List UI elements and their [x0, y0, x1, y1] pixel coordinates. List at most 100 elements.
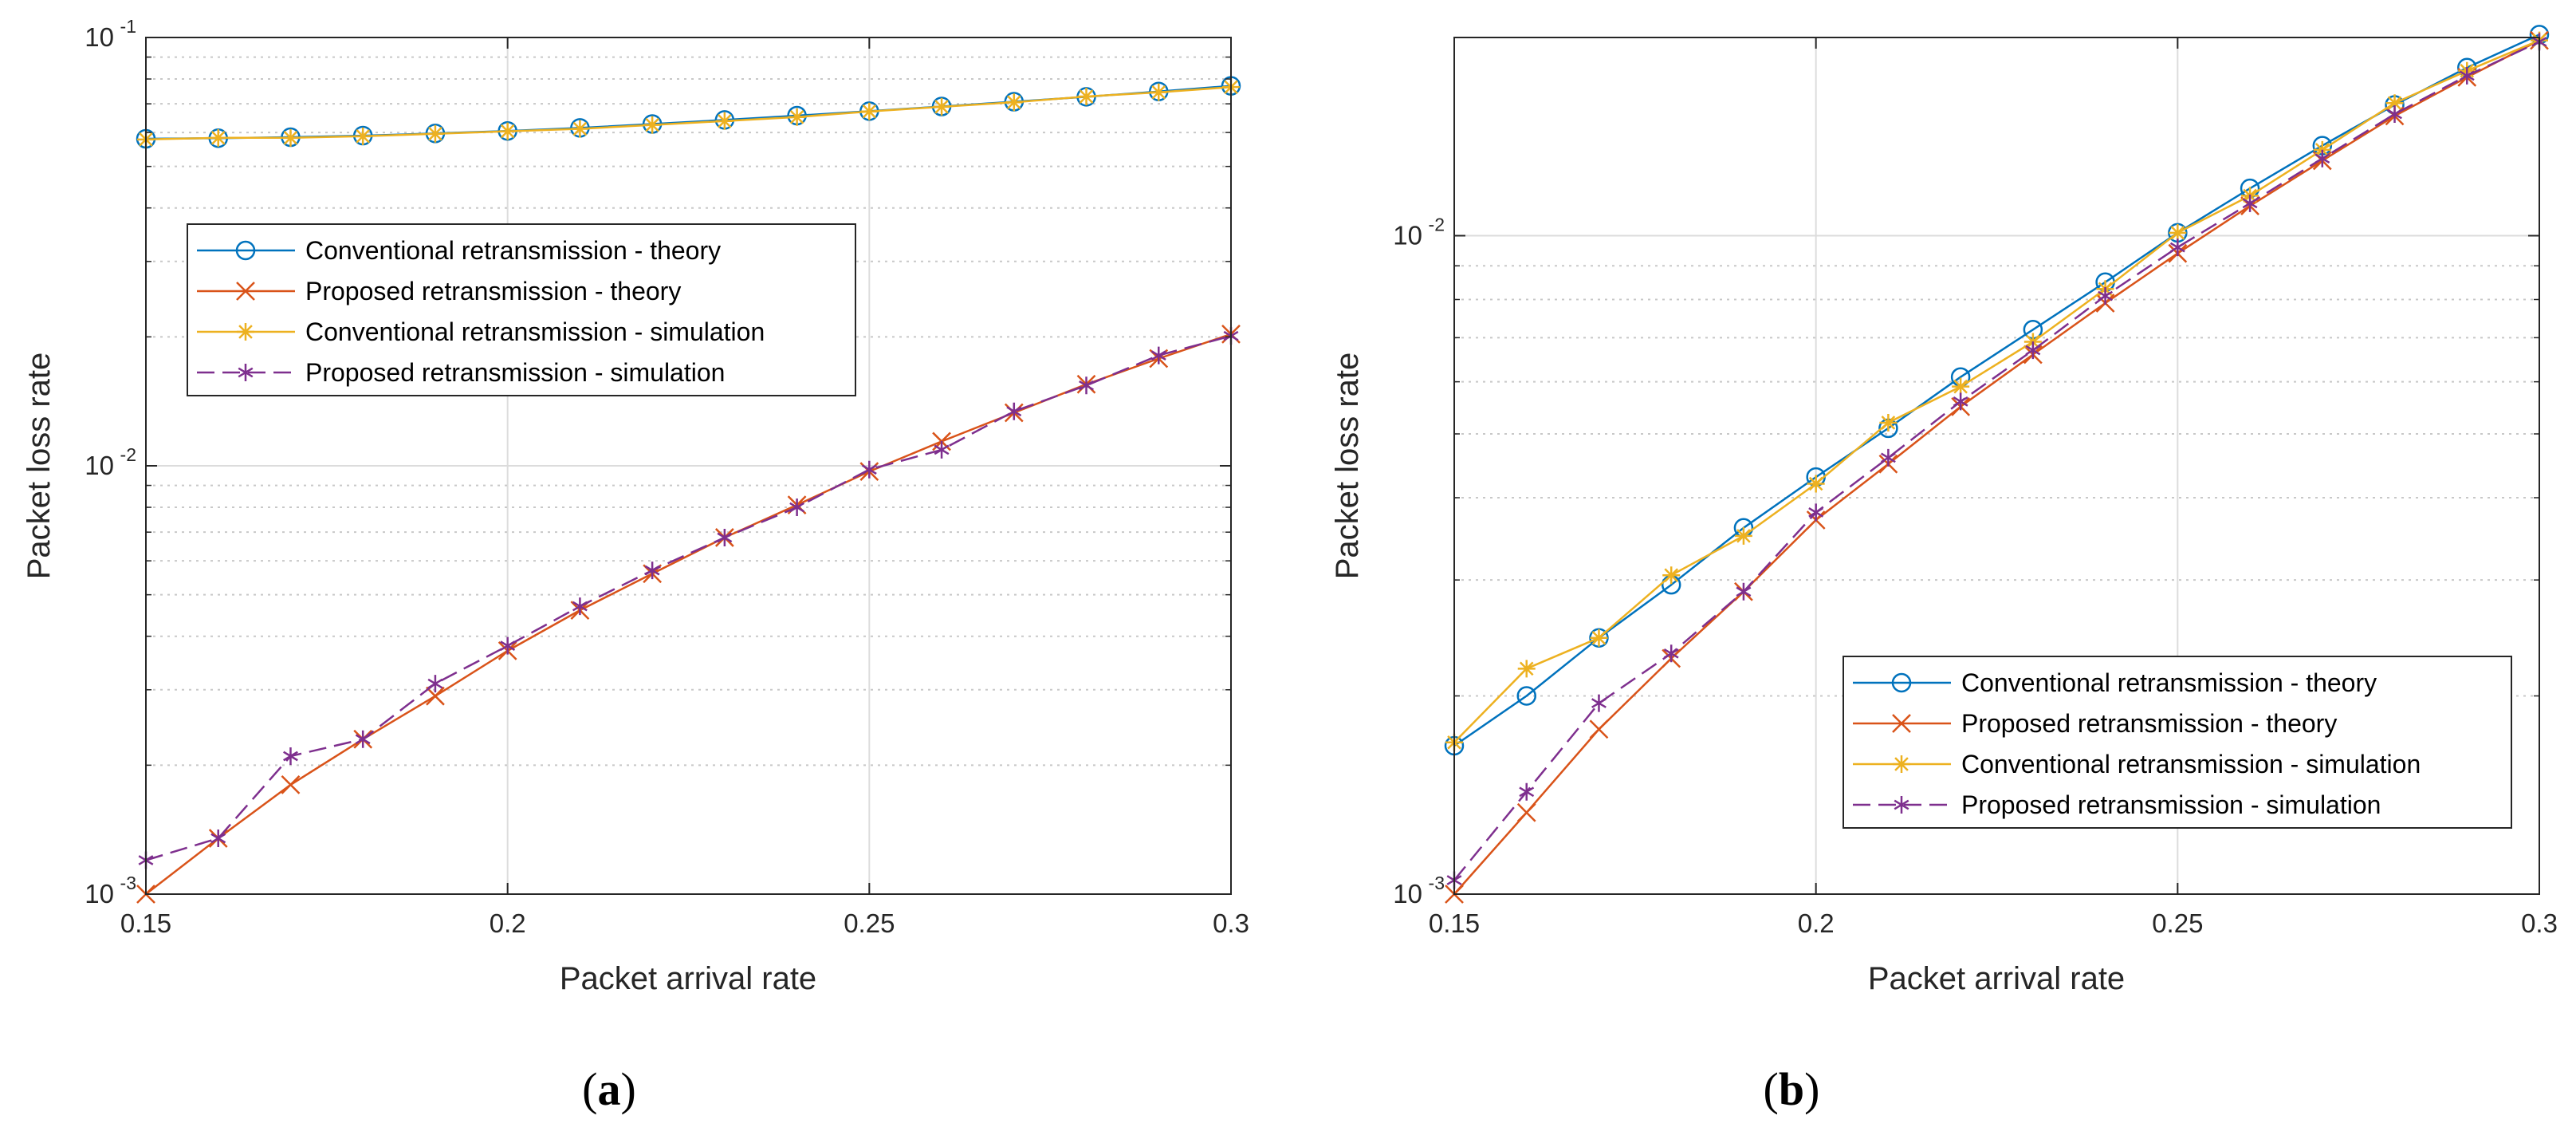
y-tick-label: 10 — [1393, 221, 1422, 250]
x-axis-label-a: Packet arrival rate — [560, 961, 816, 996]
y-axis-label-b: Packet loss rate — [1330, 353, 1365, 580]
legend-entry-label: Conventional retransmission - theory — [305, 236, 721, 265]
data-point-s4 — [2242, 194, 2258, 212]
legend-entry-label: Conventional retransmission - simulation — [305, 317, 765, 346]
legend-items-a: Conventional retransmission - theory Prop… — [197, 236, 765, 387]
x-tick-label: 0.25 — [844, 908, 895, 938]
data-point-s4 — [1519, 782, 1535, 801]
y-tick-label: 10 — [1393, 879, 1422, 908]
data-point-s4 — [283, 747, 298, 765]
data-point-s3 — [788, 108, 806, 126]
data-point-s3 — [933, 97, 951, 116]
x-tick-label: 0.3 — [1213, 908, 1249, 938]
data-point-s2 — [426, 686, 445, 706]
legend-entry-label: Proposed retransmission - theory — [305, 277, 681, 305]
data-point-s4 — [1953, 392, 1968, 411]
legend-entry-label: Proposed retransmission - simulation — [1961, 790, 2381, 819]
data-point-s3 — [1734, 526, 1752, 545]
x-tick-label: 0.2 — [490, 908, 526, 938]
legend-b: Conventional retransmission - theory Prop… — [1843, 656, 2512, 829]
grid-a — [145, 37, 1232, 895]
data-point-s3 — [2385, 94, 2404, 112]
data-point-s4 — [355, 730, 371, 748]
data-point-s4 — [934, 440, 950, 459]
chart-panel-a: 0.15 0.2 0.25 0.3 10 -3 10 -2 10 -1 Packet arriva… — [22, 16, 1249, 1115]
series-line-3 — [145, 85, 1232, 141]
x-tick-label: 0.15 — [1429, 908, 1480, 938]
data-point-s3 — [643, 116, 662, 134]
y-tick-label-exponent: -3 — [120, 873, 136, 893]
data-point-s4 — [789, 499, 805, 517]
x-axis-label-b: Packet arrival rate — [1868, 961, 2125, 996]
panel-label-b-letter: b — [1779, 1063, 1804, 1115]
y-tick-label-exponent: -1 — [120, 16, 136, 37]
y-tick-label-exponent: -2 — [120, 444, 136, 465]
panel-label-b-close: ) — [1804, 1063, 1819, 1115]
data-point-s3 — [281, 128, 300, 147]
panel-label-a-open: ( — [582, 1063, 597, 1115]
chart-panel-b: 0.15 0.2 0.25 0.3 10 -3 10 -2 Packet arrival ra… — [1330, 25, 2558, 1115]
legend-entry-label: Proposed retransmission - theory — [1961, 709, 2337, 738]
legend-swatch-marker — [1893, 755, 1910, 773]
legend-items-b: Conventional retransmission - theory Prop… — [1853, 668, 2421, 819]
legend-entry-label: Conventional retransmission - simulation — [1961, 750, 2421, 778]
data-point-s3 — [715, 112, 733, 130]
legend-a: Conventional retransmission - theory Prop… — [187, 223, 856, 396]
data-point-s4 — [2387, 105, 2402, 124]
data-point-s3 — [1952, 377, 1970, 396]
data-point-s3 — [1077, 88, 1095, 106]
data-point-s4 — [2098, 287, 2114, 305]
data-point-s4 — [717, 528, 733, 546]
data-point-s4 — [210, 830, 226, 848]
data-point-s2 — [1516, 802, 1536, 822]
ticks-b: 0.15 0.2 0.25 0.3 10 -3 10 -2 — [1393, 37, 2558, 938]
data-point-s4 — [1591, 694, 1607, 712]
x-tick-label: 0.3 — [2521, 908, 2558, 938]
x-tick-label: 0.25 — [2152, 908, 2203, 938]
y-tick-label: 10 — [85, 879, 114, 908]
legend-entry-label: Proposed retransmission - simulation — [305, 358, 725, 387]
legend-entry-label: Conventional retransmission - theory — [1961, 668, 2377, 697]
data-point-s3 — [860, 102, 879, 120]
series-line-4 — [145, 334, 1232, 861]
data-point-s3 — [426, 124, 444, 143]
panel-label-a: (a) — [582, 1063, 636, 1115]
legend-swatch-marker — [1892, 714, 1911, 733]
data-point-s3 — [1005, 93, 1023, 112]
y-tick-label: 10 — [85, 22, 114, 52]
data-point-s4 — [1736, 582, 1752, 601]
series-line-4 — [1453, 41, 2540, 881]
data-point-s4 — [1808, 503, 1824, 522]
legend-swatch-marker — [236, 282, 255, 301]
data-point-s3 — [498, 122, 517, 140]
x-tick-label: 0.2 — [1798, 908, 1835, 938]
data-point-s3 — [2169, 223, 2187, 242]
data-point-s4 — [500, 636, 516, 655]
legend-swatch-marker — [238, 364, 254, 381]
data-point-s4 — [1663, 644, 1679, 663]
data-point-s4 — [644, 562, 660, 580]
data-point-s4 — [2025, 341, 2041, 360]
data-point-s4 — [2459, 66, 2475, 85]
series-line-1 — [1453, 33, 2540, 747]
data-point-s2 — [1589, 719, 1609, 739]
series-line-3 — [1453, 39, 2540, 743]
legend-box-a — [187, 223, 856, 396]
legend-box-b — [1843, 656, 2512, 829]
ticks-a: 0.15 0.2 0.25 0.3 10 -3 10 -2 10 -1 — [85, 16, 1249, 938]
panel-label-a-letter: a — [598, 1063, 621, 1115]
y-tick-label-exponent: -3 — [1429, 873, 1445, 893]
legend-swatch-marker — [235, 240, 256, 261]
data-point-s4 — [1880, 448, 1896, 467]
data-point-s3 — [571, 120, 589, 138]
y-tick-label: 10 — [85, 451, 114, 480]
x-tick-label: 0.15 — [120, 908, 171, 938]
data-point-s4 — [427, 675, 443, 693]
data-point-s4 — [2169, 238, 2185, 257]
data-point-s4 — [1079, 376, 1094, 395]
data-point-s3 — [209, 128, 227, 147]
data-point-s3 — [1590, 629, 1608, 647]
data-point-s4 — [861, 460, 877, 479]
y-axis-label-a: Packet loss rate — [22, 353, 57, 580]
